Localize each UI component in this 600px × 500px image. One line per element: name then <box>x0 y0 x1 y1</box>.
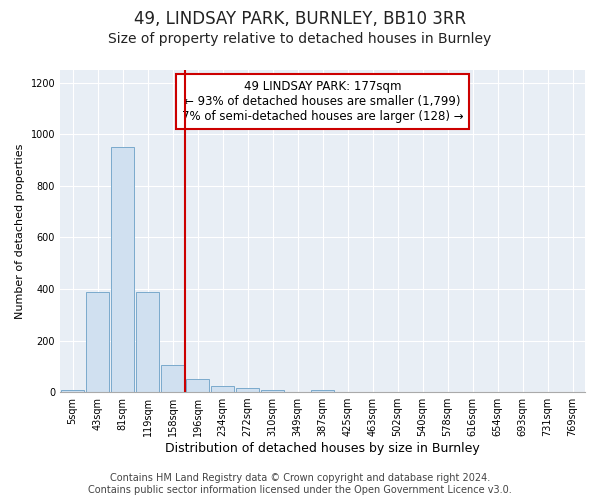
Bar <box>161 365 184 392</box>
Y-axis label: Number of detached properties: Number of detached properties <box>15 144 25 318</box>
Bar <box>311 390 334 392</box>
Text: Contains HM Land Registry data © Crown copyright and database right 2024.
Contai: Contains HM Land Registry data © Crown c… <box>88 474 512 495</box>
X-axis label: Distribution of detached houses by size in Burnley: Distribution of detached houses by size … <box>165 442 480 455</box>
Bar <box>86 292 109 392</box>
Bar <box>136 292 160 392</box>
Text: 49, LINDSAY PARK, BURNLEY, BB10 3RR: 49, LINDSAY PARK, BURNLEY, BB10 3RR <box>134 10 466 28</box>
Text: 49 LINDSAY PARK: 177sqm
← 93% of detached houses are smaller (1,799)
7% of semi-: 49 LINDSAY PARK: 177sqm ← 93% of detache… <box>182 80 463 122</box>
Bar <box>236 388 259 392</box>
Bar <box>61 390 85 392</box>
Bar <box>110 148 134 392</box>
Bar <box>185 379 209 392</box>
Bar <box>211 386 235 392</box>
Bar <box>260 390 284 392</box>
Text: Size of property relative to detached houses in Burnley: Size of property relative to detached ho… <box>109 32 491 46</box>
